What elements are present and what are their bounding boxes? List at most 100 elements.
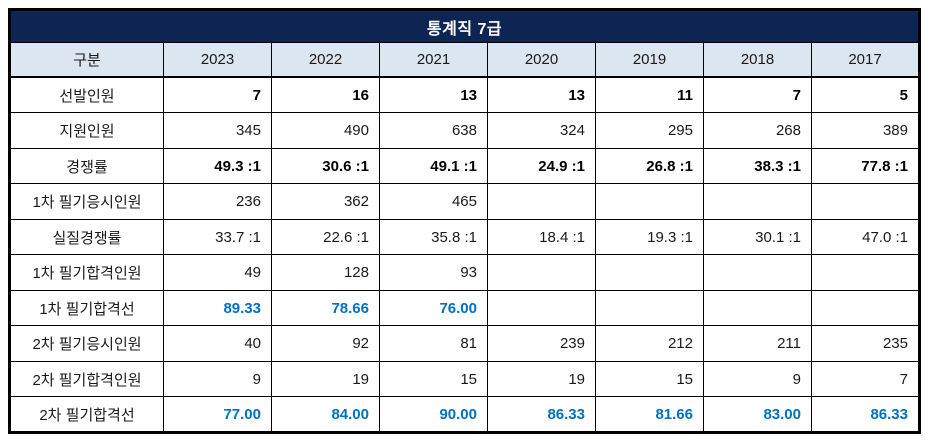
- table-row: 2차 필기합격선 77.00 84.00 90.00 86.33 81.66 83.00 86…: [9, 396, 920, 433]
- value-cell: 268: [703, 112, 812, 149]
- value-cell: [703, 183, 812, 220]
- value-cell: 47.0 :1: [811, 218, 920, 256]
- value-cell: 236: [163, 183, 272, 220]
- value-cell: 83.00: [703, 396, 812, 433]
- header-cell-year: 2021: [379, 42, 488, 79]
- value-cell: 5: [811, 76, 920, 114]
- header-cell-year: 2019: [595, 42, 704, 79]
- value-cell: [595, 289, 704, 327]
- value-cell: 26.8 :1: [595, 147, 704, 185]
- table-row: 선발인원 7 16 13 13 11 7 5: [9, 76, 920, 114]
- table-row: 1차 필기합격인원 49 128 93: [9, 254, 920, 291]
- value-cell: 345: [163, 112, 272, 149]
- table-row: 2차 필기응시인원 40 92 81 239 212 211 235: [9, 325, 920, 362]
- value-cell: 22.6 :1: [271, 218, 380, 256]
- value-cell: [703, 254, 812, 291]
- value-cell: 13: [379, 76, 488, 114]
- row-label: 선발인원: [9, 76, 164, 114]
- table-row: 1차 필기합격선 89.33 78.66 76.00: [9, 289, 920, 327]
- value-cell: 9: [163, 360, 272, 398]
- value-cell: 92: [271, 325, 380, 362]
- header-cell-year: 2020: [487, 42, 596, 79]
- value-cell: 18.4 :1: [487, 218, 596, 256]
- header-cell-year: 2017: [811, 42, 920, 79]
- value-cell: 33.7 :1: [163, 218, 272, 256]
- row-label: 2차 필기합격선: [9, 396, 164, 433]
- value-cell: 128: [271, 254, 380, 291]
- value-cell: 19: [271, 360, 380, 398]
- value-cell: 362: [271, 183, 380, 220]
- value-cell: 211: [703, 325, 812, 362]
- value-cell: 30.6 :1: [271, 147, 380, 185]
- value-cell: 35.8 :1: [379, 218, 488, 256]
- row-label: 경쟁률: [9, 147, 164, 185]
- value-cell: [811, 289, 920, 327]
- header-cell-category: 구분: [9, 42, 164, 79]
- row-label: 실질경쟁률: [9, 218, 164, 256]
- value-cell: [811, 254, 920, 291]
- value-cell: 40: [163, 325, 272, 362]
- table-row: 실질경쟁률 33.7 :1 22.6 :1 35.8 :1 18.4 :1 19.3 :1…: [9, 218, 920, 256]
- value-cell: 15: [379, 360, 488, 398]
- row-label: 1차 필기합격인원: [9, 254, 164, 291]
- value-cell: 295: [595, 112, 704, 149]
- value-cell: 93: [379, 254, 488, 291]
- value-cell: 86.33: [811, 396, 920, 433]
- value-cell: 78.66: [271, 289, 380, 327]
- value-cell: 76.00: [379, 289, 488, 327]
- value-cell: 90.00: [379, 396, 488, 433]
- value-cell: 49: [163, 254, 272, 291]
- table-title: 통계직 7급: [9, 8, 920, 44]
- value-cell: 19.3 :1: [595, 218, 704, 256]
- value-cell: 15: [595, 360, 704, 398]
- value-cell: 77.8 :1: [811, 147, 920, 185]
- value-cell: 19: [487, 360, 596, 398]
- value-cell: [811, 183, 920, 220]
- value-cell: 7: [811, 360, 920, 398]
- value-cell: [595, 254, 704, 291]
- header-cell-year: 2022: [271, 42, 380, 79]
- value-cell: 7: [163, 76, 272, 114]
- value-cell: 7: [703, 76, 812, 114]
- value-cell: 9: [703, 360, 812, 398]
- value-cell: 30.1 :1: [703, 218, 812, 256]
- row-label: 1차 필기합격선: [9, 289, 164, 327]
- value-cell: 49.3 :1: [163, 147, 272, 185]
- header-cell-year: 2018: [703, 42, 812, 79]
- table-row: 1차 필기응시인원 236 362 465: [9, 183, 920, 220]
- value-cell: 89.33: [163, 289, 272, 327]
- value-cell: 212: [595, 325, 704, 362]
- title-row: 통계직 7급: [9, 8, 920, 44]
- value-cell: 465: [379, 183, 488, 220]
- value-cell: 13: [487, 76, 596, 114]
- row-label: 1차 필기응시인원: [9, 183, 164, 220]
- value-cell: 24.9 :1: [487, 147, 596, 185]
- row-label: 2차 필기응시인원: [9, 325, 164, 362]
- table-row: 2차 필기합격인원 9 19 15 19 15 9 7: [9, 360, 920, 398]
- table-row: 경쟁률 49.3 :1 30.6 :1 49.1 :1 24.9 :1 26.8 :1 38…: [9, 147, 920, 185]
- value-cell: 49.1 :1: [379, 147, 488, 185]
- header-cell-year: 2023: [163, 42, 272, 79]
- header-row: 구분 2023 2022 2021 2020 2019 2018 2017: [9, 42, 920, 79]
- value-cell: 638: [379, 112, 488, 149]
- value-cell: [595, 183, 704, 220]
- value-cell: [703, 289, 812, 327]
- value-cell: 16: [271, 76, 380, 114]
- value-cell: [487, 254, 596, 291]
- value-cell: 324: [487, 112, 596, 149]
- value-cell: [487, 183, 596, 220]
- value-cell: 81: [379, 325, 488, 362]
- value-cell: 84.00: [271, 396, 380, 433]
- value-cell: 490: [271, 112, 380, 149]
- value-cell: 11: [595, 76, 704, 114]
- value-cell: 81.66: [595, 396, 704, 433]
- row-label: 2차 필기합격인원: [9, 360, 164, 398]
- value-cell: 239: [487, 325, 596, 362]
- value-cell: 77.00: [163, 396, 272, 433]
- value-cell: [487, 289, 596, 327]
- row-label: 지원인원: [9, 112, 164, 149]
- value-cell: 235: [811, 325, 920, 362]
- table-row: 지원인원 345 490 638 324 295 268 389: [9, 112, 920, 149]
- value-cell: 389: [811, 112, 920, 149]
